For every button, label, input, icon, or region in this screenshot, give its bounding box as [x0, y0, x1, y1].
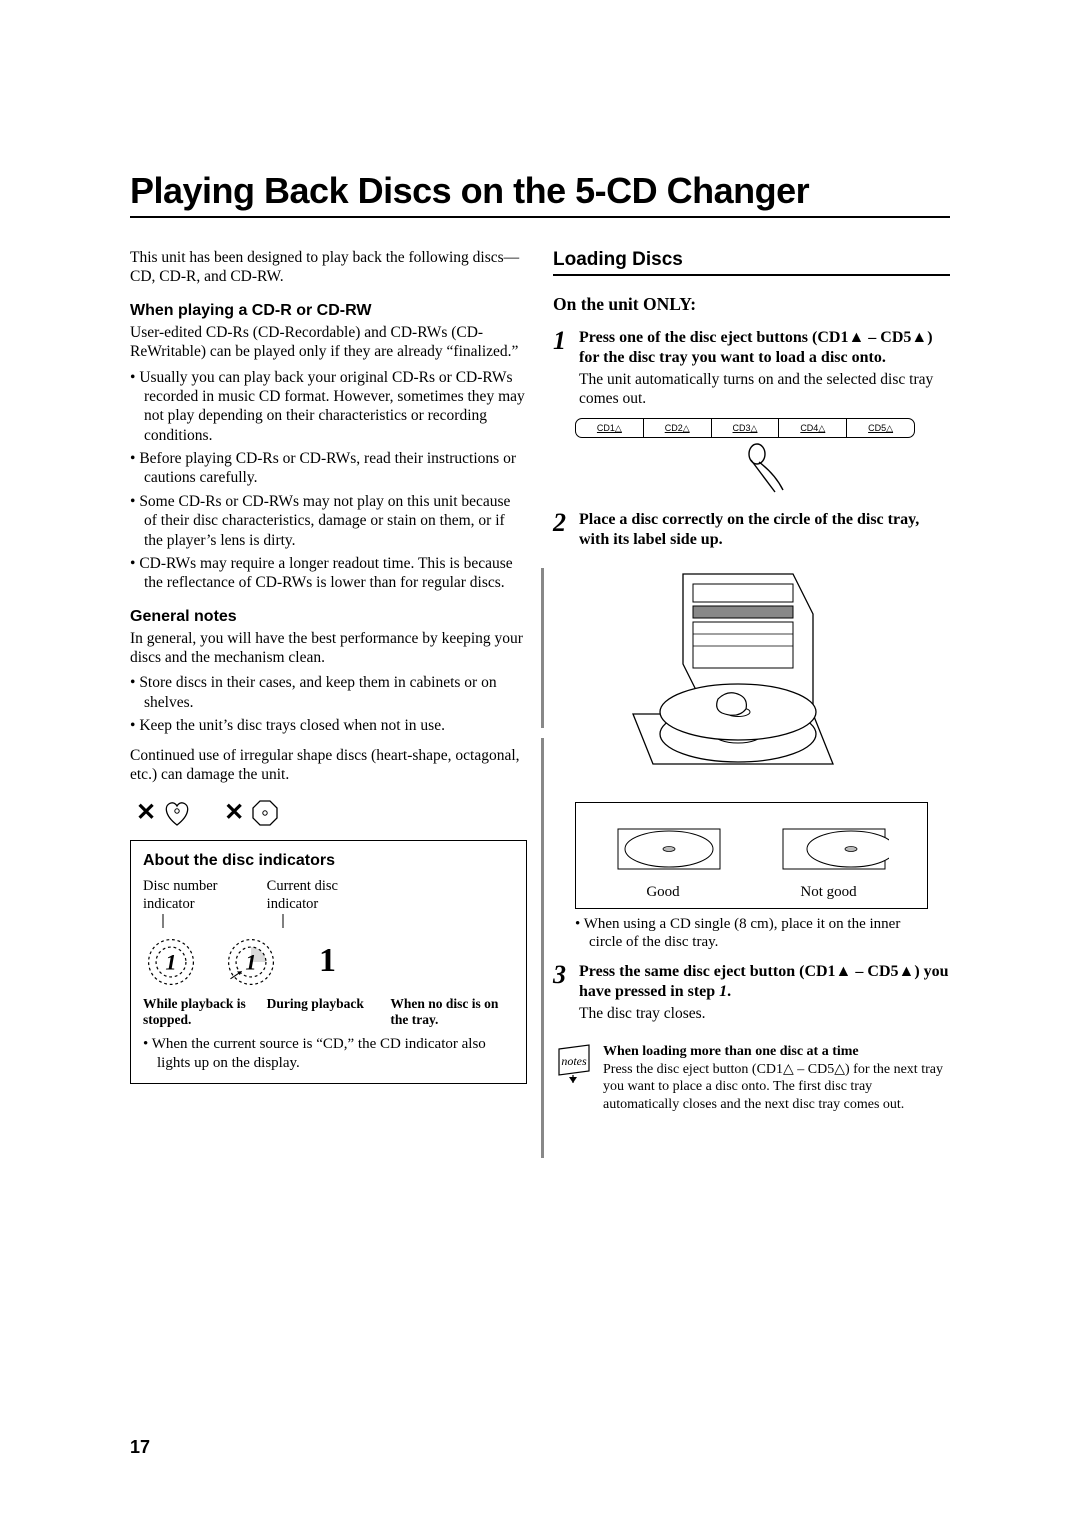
disc-number-label: Disc number indicator — [143, 877, 267, 913]
step-guide-rule — [541, 568, 544, 728]
good-label: Good — [646, 883, 679, 902]
general-notes-intro: In general, you will have the best perfo… — [130, 629, 527, 668]
notgood-disc-icon — [779, 817, 889, 877]
indicator-pointer-lines — [143, 914, 373, 928]
intro-text: This unit has been designed to play back… — [130, 248, 527, 287]
svg-text:1: 1 — [245, 949, 256, 974]
step-3-note: The disc tray closes. — [579, 1004, 950, 1023]
step-number-3: 3 — [553, 962, 571, 1023]
good-notgood-box: Good Not good — [575, 802, 928, 909]
cdr-subheading: When playing a CD-R or CD-RW — [130, 301, 527, 321]
x-icon: ✕ — [136, 798, 156, 828]
caption-playing: During playback — [267, 996, 391, 1030]
indicator-box-title: About the disc indicators — [143, 851, 514, 871]
left-column: This unit has been designed to play back… — [130, 248, 527, 1113]
cdr-bullet: Before playing CD-Rs or CD-RWs, read the… — [130, 449, 527, 488]
press-finger-icon — [735, 440, 791, 496]
step-1: 1 Press one of the disc eject buttons (C… — [553, 328, 950, 409]
indicator-box-bullet: When the current source is “CD,” the CD … — [143, 1035, 514, 1073]
svg-text:notes: notes — [561, 1054, 587, 1068]
good-disc-icon — [614, 817, 724, 877]
general-bullet: Keep the unit’s disc trays closed when n… — [130, 716, 527, 735]
cd-player-illustration — [613, 564, 843, 784]
cd2-eject-button: CD2△ — [644, 419, 712, 437]
cd1-eject-button: CD1△ — [576, 419, 644, 437]
cd4-eject-button: CD4△ — [779, 419, 847, 437]
disc-indicator-playing-icon: 1 — [223, 934, 279, 990]
step-2: 2 Place a disc correctly on the circle o… — [553, 510, 950, 550]
step-3: 3 Press the same disc eject button (CD1▲… — [553, 962, 950, 1023]
step-3-title: Press the same disc eject button (CD1▲ –… — [579, 962, 950, 1002]
step-2-title: Place a disc correctly on the circle of … — [579, 510, 950, 550]
cd3-eject-button: CD3△ — [712, 419, 780, 437]
cdr-bullets: Usually you can play back your original … — [130, 368, 527, 593]
general-notes-subheading: General notes — [130, 607, 527, 627]
on-unit-only: On the unit ONLY: — [553, 294, 950, 316]
eject-button-diagram: CD1△ CD2△ CD3△ CD4△ CD5△ — [575, 418, 950, 496]
step-guide-rule — [541, 738, 544, 1158]
notes-icon: notes — [553, 1043, 597, 1083]
x-icon: ✕ — [224, 798, 244, 828]
title-rule — [130, 216, 950, 218]
notgood-label: Not good — [800, 883, 856, 902]
step-number-1: 1 — [553, 328, 571, 409]
two-column-layout: This unit has been designed to play back… — [130, 248, 950, 1113]
right-column: Loading Discs On the unit ONLY: 1 Press … — [553, 248, 950, 1113]
notes-title: When loading more than one disc at a tim… — [603, 1043, 950, 1061]
general-notes-bullets: Store discs in their cases, and keep the… — [130, 673, 527, 735]
page-number: 17 — [130, 1437, 150, 1458]
cdr-bullet: CD-RWs may require a longer readout time… — [130, 554, 527, 593]
step-1-title: Press one of the disc eject buttons (CD1… — [579, 328, 950, 368]
tray-number-large: 1 — [319, 940, 336, 983]
cdr-bullet: Usually you can play back your original … — [130, 368, 527, 446]
page-title: Playing Back Discs on the 5-CD Changer — [130, 170, 950, 212]
bad-shape-diagram: ✕ ✕ — [136, 798, 527, 828]
cdr-bullet: Some CD-Rs or CD-RWs may not play on thi… — [130, 492, 527, 550]
step-number-2: 2 — [553, 510, 571, 550]
caption-stopped: While playback is stopped. — [143, 996, 267, 1030]
cd5-eject-button: CD5△ — [847, 419, 914, 437]
disc-indicator-stopped-icon: 1 — [143, 934, 199, 990]
current-disc-label: Current disc indicator — [267, 877, 391, 913]
svg-text:1: 1 — [165, 949, 176, 974]
octagon-shape-icon — [250, 798, 280, 828]
step-1-note: The unit automatically turns on and the … — [579, 370, 950, 409]
caption-nodisc: When no disc is on the tray. — [390, 996, 514, 1030]
cd-single-note: When using a CD single (8 cm), place it … — [575, 915, 928, 953]
cdr-intro: User-edited CD-Rs (CD-Recordable) and CD… — [130, 323, 527, 362]
loading-discs-heading: Loading Discs — [553, 248, 950, 276]
heart-shape-icon — [162, 799, 192, 827]
general-bullet: Store discs in their cases, and keep the… — [130, 673, 527, 712]
notes-text: Press the disc eject button (CD1△ – CD5△… — [603, 1061, 950, 1114]
notes-block: notes When loading more than one disc at… — [553, 1043, 950, 1113]
irregular-disc-warning: Continued use of irregular shape discs (… — [130, 746, 527, 785]
disc-indicator-box: About the disc indicators Disc number in… — [130, 840, 527, 1084]
